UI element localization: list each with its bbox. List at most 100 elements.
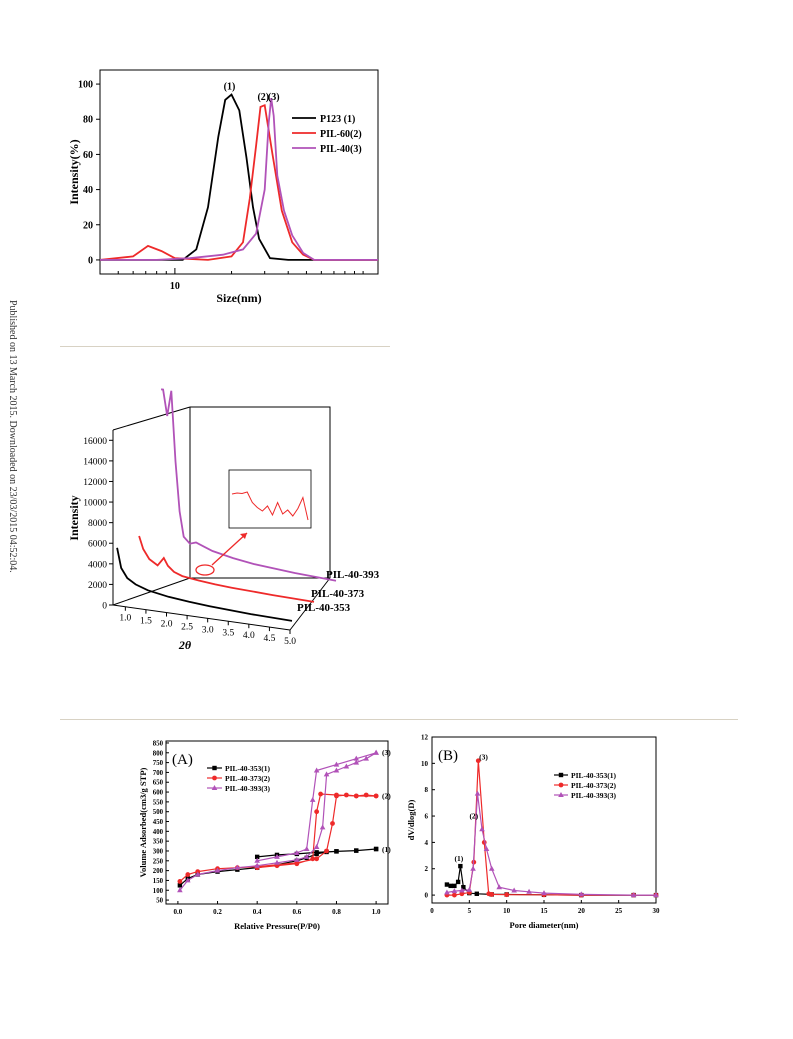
y-axis-label: dV/dlog(D) [406, 800, 416, 841]
series-trace-2 [138, 535, 315, 603]
curve-label-1: (1) [382, 845, 391, 854]
series-trace-3 [160, 388, 337, 582]
y-tick-label-0: 0 [88, 255, 93, 266]
x-axis-label: Size(nm) [216, 291, 261, 305]
x-axis-label: 2θ [178, 638, 192, 652]
legend-marker-1 [212, 765, 217, 771]
highlight-ellipse [195, 564, 215, 576]
x-tick-label-4: 20 [578, 907, 586, 915]
x-tick-label-0: 1.0 [119, 614, 131, 624]
series-3-point [363, 755, 369, 761]
z-tick-label-2: 4000 [88, 560, 107, 570]
series-line-1 [179, 848, 377, 886]
plot-frame [165, 740, 389, 905]
series-1-point [373, 846, 379, 852]
y-tick-label-5: 10 [421, 760, 429, 768]
back-top-left-edge [112, 406, 191, 431]
legend-label-2: PIL-40-373(2) [225, 774, 270, 783]
series-3-point [303, 853, 310, 859]
x-tick-label-4: 3.0 [202, 625, 214, 635]
series-1-point [458, 863, 463, 869]
series-2-point [459, 891, 465, 897]
series-2-point [314, 856, 320, 862]
series-3-point [578, 891, 585, 897]
series-3-point [470, 865, 476, 871]
series-2-point [324, 848, 329, 854]
series-3-point [459, 887, 465, 893]
series-3-point [194, 871, 201, 877]
x-tick-label-1: 5 [468, 907, 472, 915]
series-line-2 [99, 103, 378, 261]
series-line-3 [446, 793, 656, 896]
series-3-point [474, 790, 481, 796]
series-3-point [185, 877, 191, 883]
y-tick-label-15: 800 [153, 750, 164, 757]
series-2-point [310, 856, 316, 862]
series-3-point [333, 761, 340, 767]
x-tick-label-1: 0.2 [213, 908, 222, 916]
y-tick-label-0: 0 [425, 892, 429, 900]
z-tick-label-3: 6000 [88, 540, 107, 550]
x-tick-label-4: 0.8 [332, 908, 341, 916]
series-3-point [274, 859, 280, 865]
peak-label-3: (3) [268, 92, 280, 103]
panel-label-b: (B) [438, 748, 458, 764]
y-tick-label-2: 40 [83, 185, 93, 196]
series-2-point [334, 792, 339, 798]
series-3-point [511, 887, 517, 893]
y-tick-label-14: 750 [153, 760, 164, 767]
series-3-point [333, 767, 340, 773]
chart-isotherms: 50 100 150 200 250 300 350 400 450 500 550 600 650 70… [138, 740, 391, 931]
y-tick-label-16: 850 [153, 740, 164, 747]
z-tick-label-5: 10000 [83, 499, 107, 509]
series-2-point [314, 809, 320, 815]
floor-right-edge [289, 577, 331, 631]
x-tick-label-2: 0.4 [253, 908, 262, 916]
legend-label-2: PIL-60(2) [320, 129, 362, 140]
series-3-point [541, 890, 547, 896]
y-axis-label: Volume Adsorbed(cm3/g STP) [138, 767, 148, 877]
plot-frame [431, 736, 657, 904]
y-tick-label-1: 100 [153, 888, 164, 895]
x-tick-label-6: 4.0 [243, 631, 255, 641]
x-tick-label-1: 1.5 [140, 617, 152, 627]
series-line-2 [179, 793, 377, 882]
y-tick-label-13: 700 [153, 770, 164, 777]
series-1-point [461, 884, 466, 890]
series-3-point [323, 771, 330, 777]
series-2-point [318, 791, 324, 797]
series-3-point [630, 892, 637, 898]
y-tick-label-4: 8 [425, 786, 429, 794]
y-tick-label-1: 20 [83, 220, 93, 231]
chart-size-distribution: 0 20 40 60 80 100 10 Size(nm) Intensity(%) (1) (2)… [67, 69, 379, 305]
series-2-point [504, 892, 510, 898]
series-1-point [354, 848, 359, 853]
series-1-point [455, 879, 461, 885]
series-3-point [274, 853, 280, 859]
legend-marker-1 [558, 772, 564, 778]
series-3-point [526, 888, 532, 894]
series-3-point [313, 844, 320, 850]
series-3-point [451, 888, 458, 894]
series-2-point [353, 793, 359, 799]
series-3-point [488, 865, 495, 871]
series-2-point [373, 793, 379, 799]
series-2-point [343, 792, 349, 798]
x-tick-label-5: 3.5 [222, 628, 234, 638]
y-tick-label-12: 650 [153, 780, 164, 787]
series-3-point [343, 763, 350, 769]
series-2-point [330, 821, 335, 826]
x-tick-label-3: 2.5 [181, 622, 193, 632]
legend-marker-2 [558, 782, 564, 788]
divider-bottom [60, 719, 738, 720]
y-tick-label-4: 250 [153, 858, 164, 865]
y-tick-label-6: 12 [421, 734, 429, 742]
peak-label-1: (1) [224, 81, 236, 92]
z-tick-label-6: 12000 [83, 478, 107, 488]
series-3-point [353, 759, 360, 765]
series-3-point [254, 857, 260, 863]
z-tick-label-4: 8000 [88, 519, 107, 529]
x-tick-label-5: 1.0 [372, 908, 381, 916]
z-tick-label-1: 2000 [88, 581, 107, 591]
curve-label-2: (2) [382, 792, 391, 801]
